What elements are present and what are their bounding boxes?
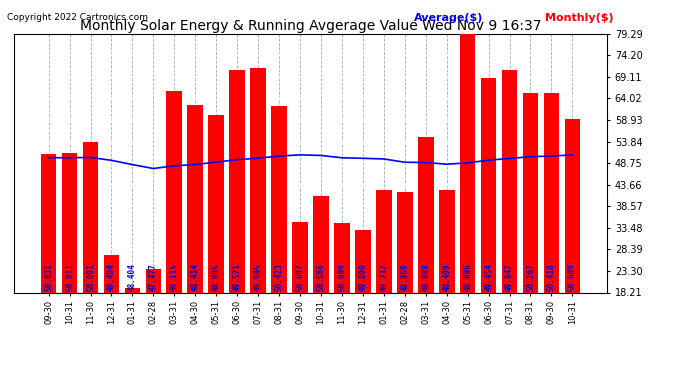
Text: 48.404: 48.404 bbox=[128, 264, 137, 291]
Text: 50.091: 50.091 bbox=[86, 264, 95, 291]
Text: 48.499: 48.499 bbox=[442, 264, 451, 291]
Text: 49.454: 49.454 bbox=[484, 264, 493, 291]
Text: 49.890: 49.890 bbox=[358, 264, 367, 291]
Text: Average($): Average($) bbox=[414, 13, 484, 23]
Text: 50.009: 50.009 bbox=[337, 264, 346, 291]
Bar bbox=[502, 70, 518, 370]
Bar bbox=[355, 230, 371, 370]
Bar bbox=[229, 70, 245, 370]
Bar bbox=[460, 33, 475, 370]
Text: 49.905: 49.905 bbox=[254, 264, 263, 291]
Text: 48.888: 48.888 bbox=[421, 264, 431, 291]
Text: 50.566: 50.566 bbox=[317, 264, 326, 291]
Bar bbox=[83, 142, 99, 370]
Bar bbox=[439, 190, 455, 370]
Text: 49.732: 49.732 bbox=[380, 264, 388, 291]
Bar bbox=[522, 93, 538, 370]
Text: 50.423: 50.423 bbox=[275, 264, 284, 291]
Text: 48.414: 48.414 bbox=[190, 264, 200, 291]
Text: 49.847: 49.847 bbox=[505, 264, 514, 291]
Text: Monthly($): Monthly($) bbox=[545, 13, 613, 23]
Bar bbox=[61, 153, 77, 370]
Bar bbox=[313, 196, 329, 370]
Text: 50.267: 50.267 bbox=[526, 264, 535, 291]
Text: 50.697: 50.697 bbox=[295, 264, 304, 291]
Bar bbox=[376, 190, 392, 370]
Bar bbox=[41, 154, 57, 370]
Bar bbox=[397, 192, 413, 370]
Text: 50.689: 50.689 bbox=[568, 264, 577, 291]
Text: 50.031: 50.031 bbox=[44, 264, 53, 291]
Text: 49.571: 49.571 bbox=[233, 264, 241, 291]
Bar bbox=[544, 93, 560, 370]
Bar bbox=[104, 255, 119, 370]
Bar bbox=[208, 115, 224, 370]
Text: 47.477: 47.477 bbox=[149, 264, 158, 291]
Bar bbox=[166, 91, 182, 370]
Text: 48.995: 48.995 bbox=[212, 264, 221, 291]
Text: 49.404: 49.404 bbox=[107, 264, 116, 291]
Bar bbox=[125, 288, 140, 370]
Bar bbox=[292, 222, 308, 370]
Bar bbox=[564, 119, 580, 370]
Bar bbox=[271, 106, 287, 370]
Text: 48.115: 48.115 bbox=[170, 264, 179, 291]
Bar bbox=[334, 224, 350, 370]
Bar bbox=[250, 68, 266, 370]
Bar bbox=[418, 136, 433, 370]
Text: 50.418: 50.418 bbox=[547, 264, 556, 291]
Bar bbox=[481, 78, 496, 370]
Text: 50.011: 50.011 bbox=[65, 264, 74, 291]
Text: Copyright 2022 Cartronics.com: Copyright 2022 Cartronics.com bbox=[7, 13, 148, 22]
Text: 48.959: 48.959 bbox=[400, 264, 409, 291]
Bar bbox=[188, 105, 203, 370]
Title: Monthly Solar Energy & Running Avgerage Value Wed Nov 9 16:37: Monthly Solar Energy & Running Avgerage … bbox=[80, 19, 541, 33]
Bar bbox=[146, 269, 161, 370]
Text: 48.806: 48.806 bbox=[463, 264, 472, 291]
